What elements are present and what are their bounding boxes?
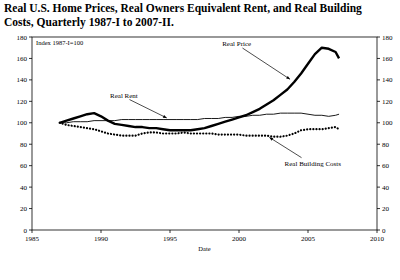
x-tick bbox=[170, 230, 171, 233]
y-tick bbox=[29, 208, 32, 209]
y-axis-label: Index 1987-I=100 bbox=[36, 39, 83, 46]
y-tick-label: 180 bbox=[17, 34, 28, 42]
y-tick bbox=[29, 58, 32, 59]
y-tick-label: 60 bbox=[20, 162, 28, 170]
chart: Real U.S. Home Prices, Real Owners Equiv… bbox=[0, 0, 400, 280]
y-tick bbox=[29, 79, 32, 80]
y2-tick-label: 160 bbox=[382, 55, 393, 63]
y2-tick bbox=[377, 165, 380, 166]
y-tick bbox=[29, 144, 32, 145]
y2-tick bbox=[377, 58, 380, 59]
y-tick-label: 0 bbox=[24, 227, 28, 235]
y-tick-label: 120 bbox=[17, 98, 28, 106]
y-tick bbox=[29, 101, 32, 102]
y2-tick-label: 40 bbox=[382, 184, 390, 192]
y2-tick-label: 140 bbox=[382, 76, 393, 84]
y-tick-label: 140 bbox=[17, 76, 28, 84]
x-tick-label: 1985 bbox=[25, 235, 40, 243]
y2-tick bbox=[377, 101, 380, 102]
title: Real U.S. Home Prices, Real Owners Equiv… bbox=[4, 2, 362, 29]
y2-tick-label: 60 bbox=[382, 162, 390, 170]
y-tick-label: 40 bbox=[20, 184, 28, 192]
plot-frame bbox=[32, 37, 377, 230]
series-line bbox=[60, 123, 339, 137]
series-label: Real Building Costs bbox=[285, 160, 342, 168]
y2-tick bbox=[377, 144, 380, 145]
y-tick bbox=[29, 122, 32, 123]
title-line: Real U.S. Home Prices, Real Owners Equiv… bbox=[4, 2, 362, 15]
y2-tick bbox=[377, 37, 380, 38]
y-tick-label: 160 bbox=[17, 55, 28, 63]
y-tick bbox=[29, 230, 32, 231]
y2-tick-label: 0 bbox=[382, 227, 386, 235]
annotation-arrowhead bbox=[269, 137, 273, 140]
x-tick-label: 2005 bbox=[301, 235, 316, 243]
series-label: Real Rent bbox=[110, 92, 138, 100]
x-tick bbox=[239, 230, 240, 233]
y2-tick bbox=[377, 187, 380, 188]
annotation-arrow bbox=[269, 137, 301, 157]
x-tick bbox=[32, 230, 33, 233]
x-tick bbox=[377, 230, 378, 233]
x-tick-label: 1995 bbox=[163, 235, 178, 243]
series-line bbox=[60, 48, 339, 131]
y-tick bbox=[29, 187, 32, 188]
x-tick-label: 2000 bbox=[232, 235, 247, 243]
annotations: Real Price Real Rent Real Building Costs bbox=[110, 40, 341, 168]
x-tick bbox=[101, 230, 102, 233]
annotation-arrow bbox=[242, 48, 290, 79]
annotation-arrowhead bbox=[163, 115, 167, 118]
x-axis-label: Date bbox=[198, 245, 210, 252]
x-tick bbox=[308, 230, 309, 233]
title-line: Costs, Quarterly 1987-I to 2007-II. bbox=[4, 16, 174, 29]
y2-tick-label: 80 bbox=[382, 141, 390, 149]
annotation-arrowhead bbox=[286, 76, 290, 79]
y-tick bbox=[29, 37, 32, 38]
y-tick-label: 80 bbox=[20, 141, 28, 149]
series-group bbox=[60, 48, 339, 137]
annotation-arrow bbox=[129, 100, 166, 118]
y-tick bbox=[29, 165, 32, 166]
y2-tick bbox=[377, 230, 380, 231]
x-tick-label: 1990 bbox=[94, 235, 109, 243]
y-tick-label: 100 bbox=[17, 119, 28, 127]
y2-tick bbox=[377, 79, 380, 80]
y2-tick-label: 20 bbox=[382, 205, 390, 213]
y2-tick-label: 180 bbox=[382, 34, 393, 42]
y2-tick bbox=[377, 208, 380, 209]
y2-tick-label: 120 bbox=[382, 98, 393, 106]
y-tick-label: 20 bbox=[20, 205, 28, 213]
x-tick-label: 2010 bbox=[370, 235, 385, 243]
y2-tick bbox=[377, 122, 380, 123]
series-label: Real Price bbox=[222, 40, 251, 48]
y2-tick-label: 100 bbox=[382, 119, 393, 127]
series-line bbox=[60, 113, 339, 123]
